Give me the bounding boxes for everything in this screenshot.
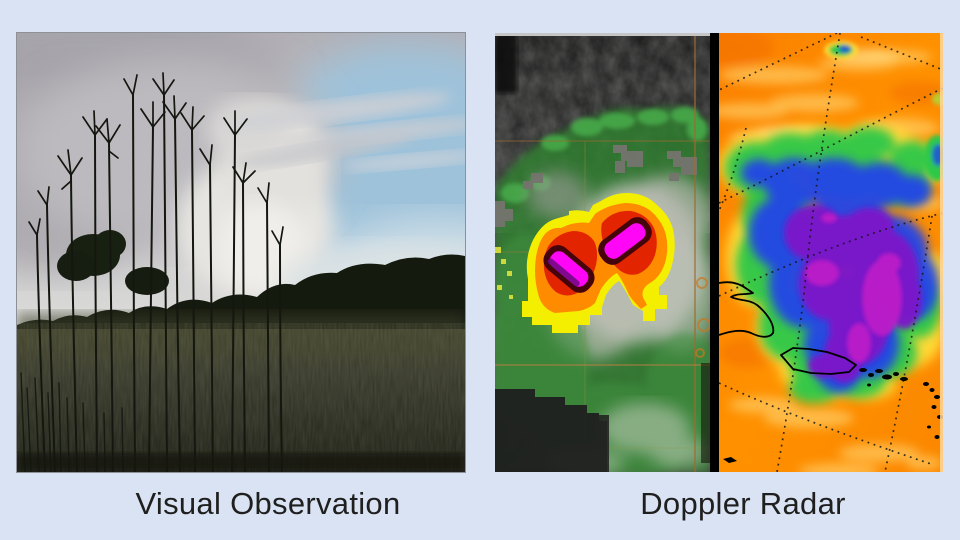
radar-overlay-image	[495, 33, 710, 472]
cold-cloud-blob	[719, 41, 943, 403]
image-top-strip	[495, 33, 710, 36]
infrared-satellite-image	[719, 33, 943, 472]
caption-visual-observation: Visual Observation	[135, 486, 401, 521]
storm-core	[495, 193, 710, 358]
doppler-radar-composite	[495, 33, 943, 472]
field	[17, 313, 465, 472]
grass-stalks	[20, 72, 284, 472]
dark-pixel-region	[495, 389, 609, 472]
caption-doppler-radar: Doppler Radar	[640, 486, 846, 521]
image-edge-strip	[940, 33, 943, 472]
infrared-graticule	[719, 33, 943, 472]
visual-observation-photo	[16, 32, 466, 473]
pixel-cutouts	[495, 145, 697, 227]
prairie-storm-photo	[17, 33, 465, 472]
